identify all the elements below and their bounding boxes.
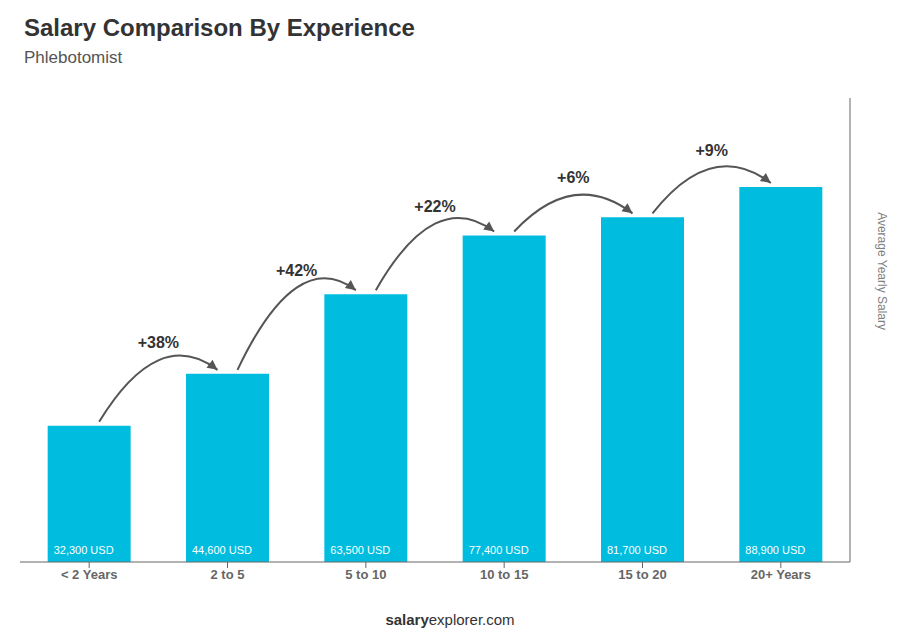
svg-text:77,400 USD: 77,400 USD (469, 544, 529, 556)
svg-text:5 to 10: 5 to 10 (345, 567, 386, 582)
svg-text:< 2 Years: < 2 Years (61, 567, 118, 582)
svg-text:81,700 USD: 81,700 USD (607, 544, 667, 556)
html-text:Salary Comparison By Experienc: Salary Comparison By Experience (24, 14, 415, 41)
svg-text:+42%: +42% (276, 262, 317, 279)
html-text:Phlebotomist: Phlebotomist (24, 48, 123, 67)
svg-text:44,600 USD: 44,600 USD (192, 544, 252, 556)
svg-text:10 to 15: 10 to 15 (480, 567, 528, 582)
svg-text:88,900 USD: 88,900 USD (745, 544, 805, 556)
svg-text:20+ Years: 20+ Years (751, 567, 811, 582)
svg-text:+22%: +22% (414, 198, 455, 215)
svg-text:32,300 USD: 32,300 USD (54, 544, 114, 556)
svg-text:+38%: +38% (138, 334, 179, 351)
svg-text:Average Yearly Salary: Average Yearly Salary (875, 212, 889, 330)
svg-text:+6%: +6% (557, 169, 589, 186)
svg-text:63,500 USD: 63,500 USD (330, 544, 390, 556)
svg-text:+9%: +9% (695, 142, 727, 159)
svg-text:15 to 20: 15 to 20 (618, 567, 666, 582)
svg-text:2 to 5: 2 to 5 (211, 567, 245, 582)
html-text:salary explorer.com: salary explorer.com (385, 611, 515, 628)
